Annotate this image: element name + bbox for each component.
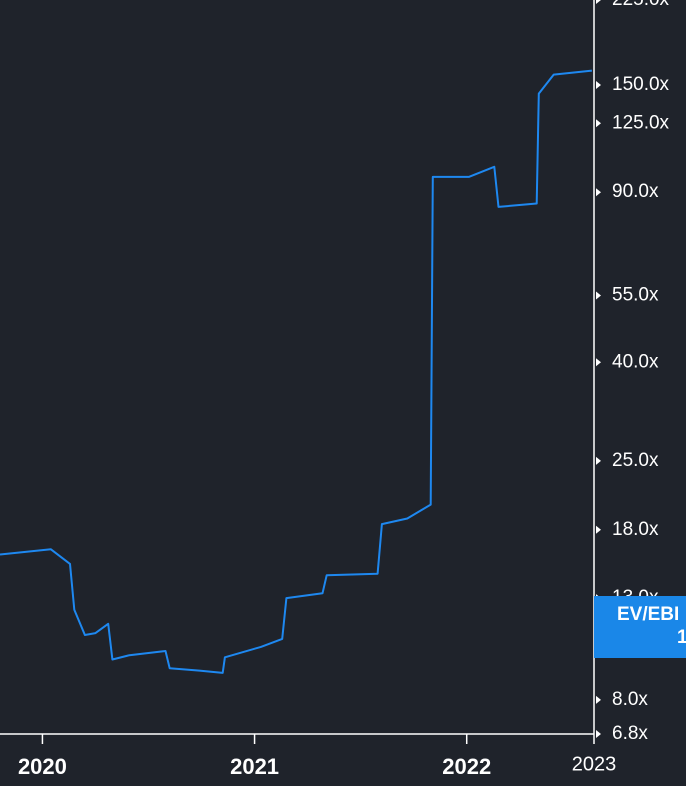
- y-tick-label: 125.0x: [612, 112, 670, 133]
- x-tick-label: 2021: [230, 754, 279, 779]
- x-tick-label: 2022: [442, 754, 491, 779]
- value-badge: [594, 596, 686, 658]
- y-tick: [596, 119, 601, 128]
- y-tick-label: 55.0x: [612, 285, 659, 306]
- line-series: [0, 69, 593, 674]
- y-tick: [596, 730, 601, 738]
- x-end-label: 2023: [572, 753, 617, 775]
- y-tick: [596, 291, 601, 300]
- y-tick-label: 6.8x: [612, 723, 648, 744]
- x-tick-label: 2020: [18, 754, 67, 779]
- y-tick: [596, 358, 601, 367]
- y-tick: [596, 188, 601, 197]
- badge-value: 1: [677, 627, 686, 648]
- y-tick: [596, 0, 601, 4]
- y-tick-label: 150.0x: [612, 74, 670, 95]
- y-tick-label: 225.0x: [612, 0, 670, 10]
- y-tick-label: 90.0x: [612, 181, 659, 202]
- y-tick-label: 18.0x: [612, 519, 659, 540]
- y-tick-label: 8.0x: [612, 689, 648, 710]
- y-tick-label: 40.0x: [612, 351, 659, 372]
- y-tick-label: 25.0x: [612, 450, 659, 471]
- y-tick: [596, 525, 601, 534]
- y-tick: [596, 695, 601, 704]
- y-tick: [596, 456, 601, 465]
- y-tick: [596, 81, 601, 90]
- badge-title: EV/EBI: [617, 604, 679, 625]
